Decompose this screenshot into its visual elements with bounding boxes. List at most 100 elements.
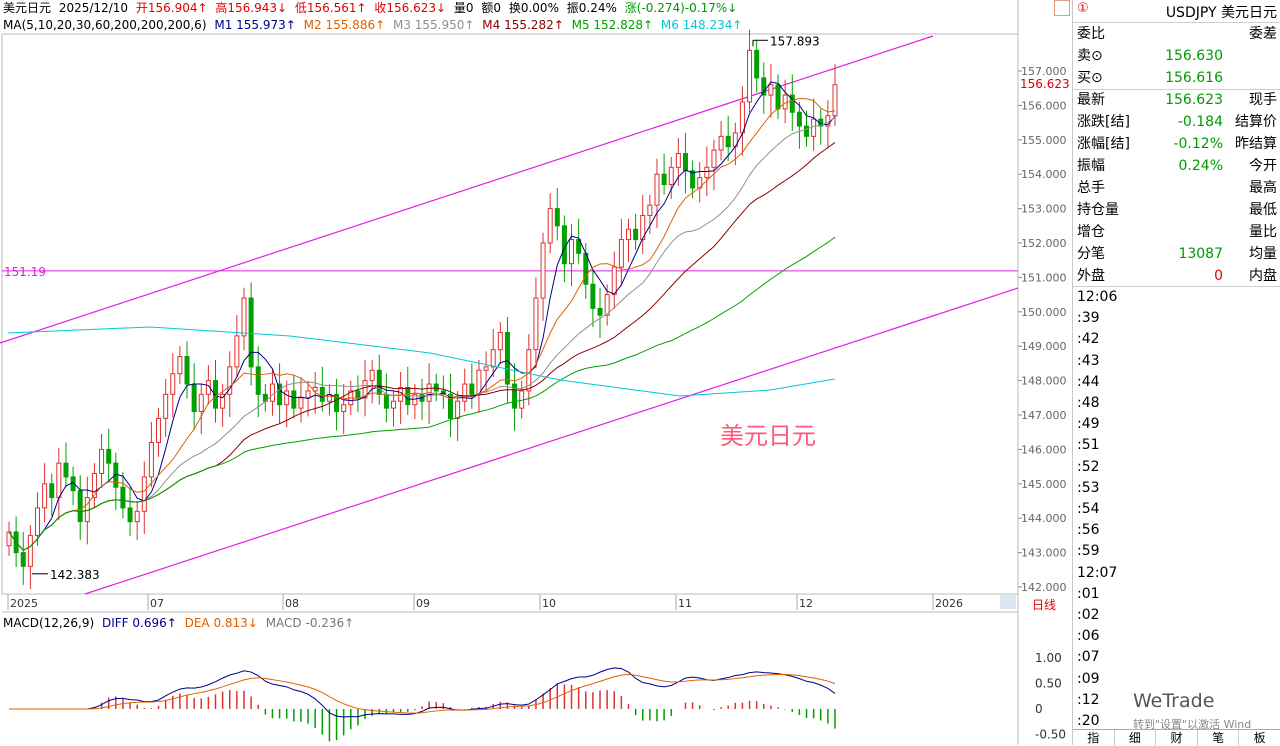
ma-line-10: [8, 98, 836, 551]
candle-body: [618, 239, 624, 268]
quote-row: 持仓量 最低: [1073, 199, 1280, 221]
header-low: 低156.561↑: [294, 1, 367, 15]
panel-tabs: 指细财笔板: [1073, 729, 1280, 746]
candle-body: [334, 393, 340, 413]
candle-body: [284, 390, 290, 406]
tick-time: :51: [1077, 437, 1100, 454]
tick-time: :01: [1077, 585, 1100, 602]
candle-body: [376, 369, 382, 395]
candle-body: [227, 366, 233, 395]
macd-diff: DIFF 0.696↑: [101, 616, 177, 630]
ytick-label: 143.000: [1021, 547, 1067, 560]
candle-body: [148, 442, 154, 478]
candle-body: [234, 335, 240, 368]
quote-row-right: 均量: [1249, 246, 1277, 262]
tick-time: :20: [1077, 713, 1100, 729]
candle-body: [533, 297, 539, 351]
candle-body: [775, 84, 781, 110]
xtick-label: 12: [799, 597, 813, 610]
candle-body: [604, 294, 610, 316]
candle-body: [547, 208, 553, 244]
ytick-label: 152.000: [1021, 237, 1067, 250]
panel-tab[interactable]: 板: [1239, 730, 1280, 746]
candle-body: [77, 490, 83, 523]
tick-time: 12:06: [1077, 289, 1118, 305]
tick-time: :52: [1077, 458, 1100, 475]
ytick-label: 146.000: [1021, 443, 1067, 456]
quote-row-label: 振幅: [1077, 158, 1105, 174]
candle-body: [675, 153, 681, 168]
quote-row-label: 增仓: [1077, 224, 1105, 240]
quote-row-label: 涨幅[结]: [1077, 136, 1130, 152]
quote-row-label: 涨跌[结]: [1077, 114, 1130, 130]
panel-symbol: USDJPY 美元日元: [1165, 5, 1277, 21]
candle-body: [590, 283, 596, 309]
candle-body: [269, 383, 275, 402]
candle-body: [668, 166, 674, 186]
ytick-label: 147.000: [1021, 409, 1067, 422]
wetrade-watermark: WeTrade: [1133, 690, 1215, 712]
quote-row: 分笔 13087 均量: [1073, 243, 1280, 265]
panel-tab[interactable]: 细: [1115, 730, 1157, 746]
macd-legend: MACD(12,26,9) DIFF 0.696↑ DEA 0.813↓ MAC…: [3, 615, 358, 631]
quote-row: 委比 委差: [1073, 23, 1280, 45]
ma-line-200: [7, 326, 836, 397]
panel-tab[interactable]: 笔: [1198, 730, 1240, 746]
header-name: 美元日元: [3, 1, 52, 15]
ytick-label: 151.000: [1021, 271, 1067, 284]
candle-body: [782, 94, 788, 110]
ma-m5: M5 152.828↑: [571, 18, 654, 32]
candle-body: [647, 204, 653, 216]
candle-body: [369, 369, 375, 382]
candle-body: [725, 135, 731, 148]
header-amt: 额0: [481, 1, 502, 15]
candle-body: [134, 510, 140, 523]
candle-body: [490, 349, 496, 368]
quote-row-value: 0: [1214, 268, 1223, 284]
candle-body: [91, 472, 97, 499]
candle-body: [220, 393, 226, 409]
candle-body: [20, 552, 26, 567]
candle-body: [832, 84, 838, 117]
quote-row-label: 卖⊙: [1077, 48, 1103, 64]
quote-row-right: 结算价: [1235, 114, 1277, 130]
candle-body: [277, 383, 283, 406]
macd-ytick: 0.50: [1035, 677, 1062, 691]
candle-body: [198, 393, 204, 413]
price-chart[interactable]: 157.000 156.000 155.000 154.000 153.000 152.0…: [0, 0, 1072, 745]
candle-body: [626, 228, 631, 241]
quote-row-value: 156.616: [1165, 70, 1223, 86]
quote-row: 卖⊙ 156.630: [1073, 45, 1280, 67]
candle-body: [804, 125, 810, 137]
ma-m2: M2 155.886↑: [303, 18, 386, 32]
xtick-label: 10: [542, 597, 556, 610]
candle-body: [747, 49, 753, 103]
quote-row: 外盘 0 内盘: [1073, 265, 1280, 287]
scroll-button: [1000, 595, 1016, 609]
candle-body: [768, 84, 774, 96]
panel-tab[interactable]: 指: [1073, 730, 1115, 746]
window-toggle-icon[interactable]: [1054, 0, 1070, 16]
candle-body: [433, 383, 439, 392]
panel-tab[interactable]: 财: [1156, 730, 1198, 746]
header-open: 开156.904↑: [135, 1, 208, 15]
ytick-label: 142.000: [1021, 581, 1067, 594]
quote-row-value: -0.184: [1177, 114, 1223, 130]
quote-row-value: 156.630: [1165, 48, 1223, 64]
quote-row: 最新 156.623 现手: [1073, 89, 1280, 111]
candle-body: [462, 383, 468, 402]
candle-body: [789, 94, 795, 113]
tick-time: :39: [1077, 310, 1100, 327]
candle-body: [255, 366, 261, 395]
quote-row: 总手 最高: [1073, 177, 1280, 199]
macd-ytick: 1.00: [1035, 651, 1062, 665]
ma-line-20: [8, 116, 836, 551]
macd-dea: DEA 0.813↓: [184, 616, 258, 630]
candle-body: [248, 297, 254, 368]
header-change: 涨(-0.274)-0.17%↓: [624, 1, 738, 15]
candle-body: [512, 383, 518, 409]
ma-label: MA(5,10,20,30,60,200,200,200,6): [3, 18, 207, 32]
candle-body: [34, 507, 40, 536]
quote-row-label: 买⊙: [1077, 70, 1103, 86]
candle-body: [170, 373, 176, 395]
